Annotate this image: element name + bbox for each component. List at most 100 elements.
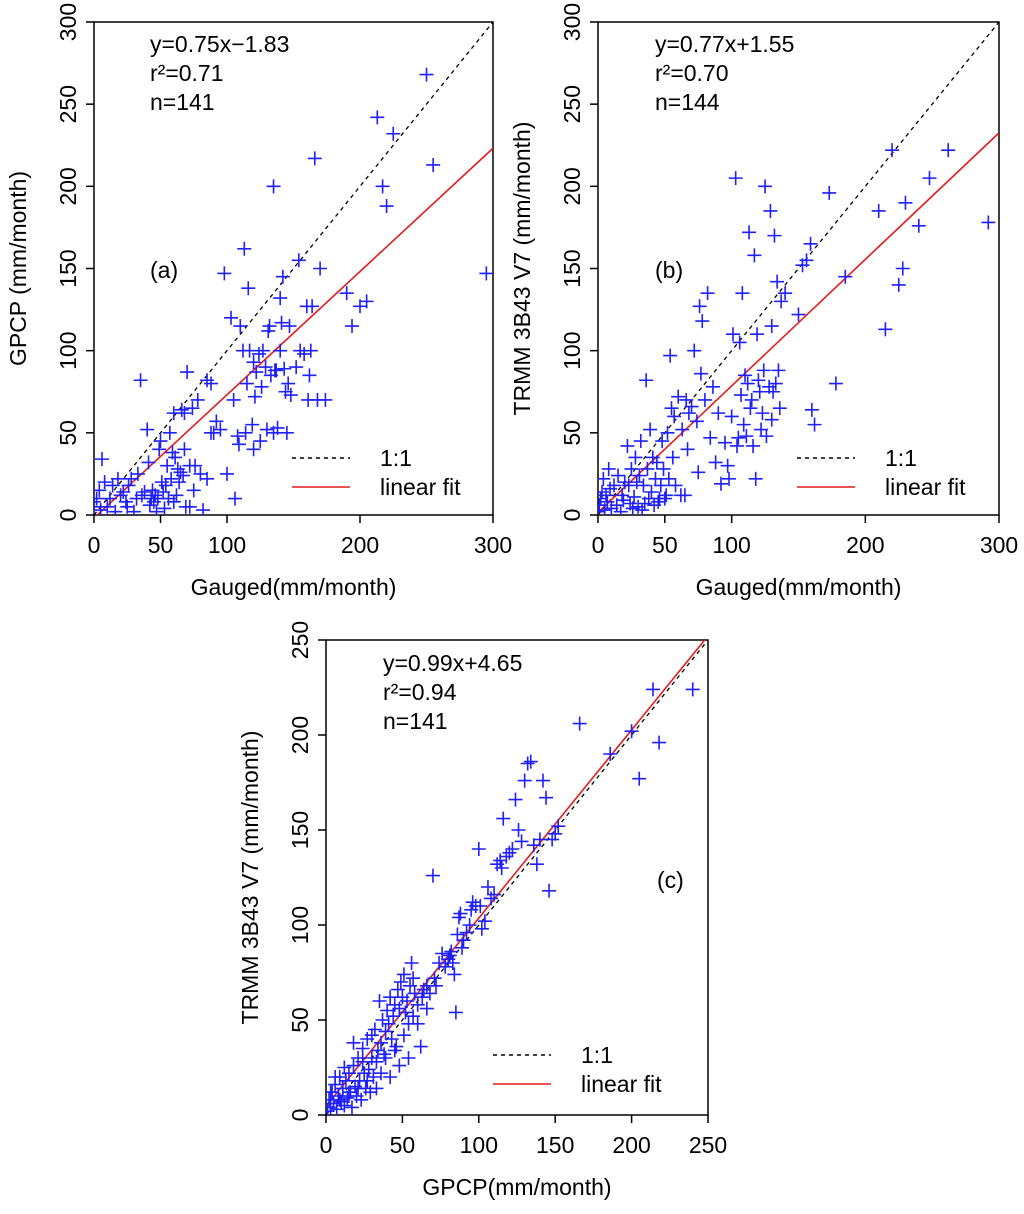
data-point xyxy=(126,504,141,515)
data-points xyxy=(598,143,996,515)
data-point xyxy=(209,414,224,429)
data-point xyxy=(484,891,499,906)
one-to-one-line xyxy=(94,22,493,515)
data-points xyxy=(326,682,700,1115)
data-point xyxy=(878,322,893,337)
data-point xyxy=(451,910,466,925)
data-point xyxy=(367,1022,382,1037)
data-point xyxy=(351,1081,366,1096)
data-point xyxy=(645,682,660,697)
data-point xyxy=(735,286,750,301)
annotation-line: y=0.75x−1.83 xyxy=(150,31,289,57)
data-point xyxy=(164,471,179,486)
annotation-line: r²=0.71 xyxy=(150,60,224,86)
data-point xyxy=(675,422,690,437)
data-point xyxy=(369,1081,384,1096)
data-point xyxy=(493,853,508,868)
data-point xyxy=(389,1039,404,1054)
x-tick-label: 0 xyxy=(320,1132,333,1158)
y-tick-label: 0 xyxy=(559,509,585,522)
x-tick-label: 200 xyxy=(341,532,379,558)
data-point xyxy=(620,438,635,453)
x-tick-label: 0 xyxy=(88,532,101,558)
data-point xyxy=(730,438,745,453)
data-point xyxy=(406,971,421,986)
data-point xyxy=(542,883,557,898)
data-point xyxy=(774,294,789,309)
data-point xyxy=(755,406,770,421)
data-point xyxy=(154,475,169,490)
legend: 1:1 linear fit xyxy=(292,445,461,500)
data-point xyxy=(532,832,547,847)
data-point xyxy=(435,946,450,961)
x-tick-label: 50 xyxy=(652,532,678,558)
data-point xyxy=(448,1005,463,1020)
data-point xyxy=(726,327,741,342)
x-tick-label: 50 xyxy=(390,1132,416,1158)
x-tick-label: 100 xyxy=(712,532,750,558)
data-point xyxy=(756,363,771,378)
data-point xyxy=(226,392,241,407)
data-point xyxy=(671,389,686,404)
y-tick-label: 250 xyxy=(559,85,585,123)
data-point xyxy=(230,429,245,444)
data-point xyxy=(241,281,256,296)
data-point xyxy=(401,1051,416,1065)
data-point xyxy=(517,773,532,788)
data-point xyxy=(487,887,502,902)
data-point xyxy=(403,978,418,993)
data-point xyxy=(981,215,996,230)
data-point xyxy=(895,261,910,276)
data-point xyxy=(407,986,422,1001)
legend-label: 1:1 xyxy=(380,445,412,471)
data-point xyxy=(346,1035,361,1050)
data-point xyxy=(173,465,188,480)
data-point xyxy=(379,199,394,214)
panel-c: 0 50 100 150 200 250 0 50 100 150 200 250 GPCP(mm/mo… xyxy=(237,621,727,1200)
data-point xyxy=(282,319,297,334)
data-point xyxy=(190,392,205,407)
data-point xyxy=(270,420,285,435)
data-point xyxy=(378,1024,393,1039)
data-point xyxy=(660,425,675,440)
annotation-line: n=144 xyxy=(655,89,720,115)
y-tick-label: 0 xyxy=(287,1109,313,1122)
data-point xyxy=(598,471,611,486)
data-point xyxy=(375,179,390,194)
data-point xyxy=(649,455,664,470)
y-axis-title: TRMM 3B43 V7 (mm/month) xyxy=(509,122,535,416)
data-point xyxy=(328,1070,343,1084)
data-point xyxy=(724,409,739,424)
data-point xyxy=(703,430,718,445)
data-point xyxy=(157,501,172,515)
data-point xyxy=(188,458,203,473)
linear-fit-line xyxy=(326,640,706,1107)
data-point xyxy=(102,491,117,506)
data-point xyxy=(635,503,650,515)
data-point xyxy=(337,1060,352,1075)
y-tick-label: 100 xyxy=(559,331,585,369)
data-point xyxy=(383,1070,398,1084)
data-point xyxy=(254,379,269,394)
x-tick-label: 150 xyxy=(536,1132,574,1158)
data-point xyxy=(828,376,843,391)
data-point xyxy=(442,948,457,963)
y-tick-label: 200 xyxy=(55,167,81,205)
y-tick-label: 150 xyxy=(55,249,81,287)
data-point xyxy=(346,1058,361,1073)
data-point xyxy=(742,225,757,240)
data-point xyxy=(419,1001,434,1016)
data-point xyxy=(392,1001,407,1016)
data-point xyxy=(213,422,228,437)
data-point xyxy=(659,488,674,503)
y-tick-label: 250 xyxy=(55,85,81,123)
data-point xyxy=(758,179,773,194)
data-point xyxy=(717,435,732,450)
data-point xyxy=(200,471,215,486)
data-point xyxy=(227,491,242,506)
data-point xyxy=(148,488,163,503)
data-point xyxy=(386,126,401,141)
data-point xyxy=(663,348,678,363)
data-point xyxy=(804,402,819,417)
data-point xyxy=(691,465,706,480)
